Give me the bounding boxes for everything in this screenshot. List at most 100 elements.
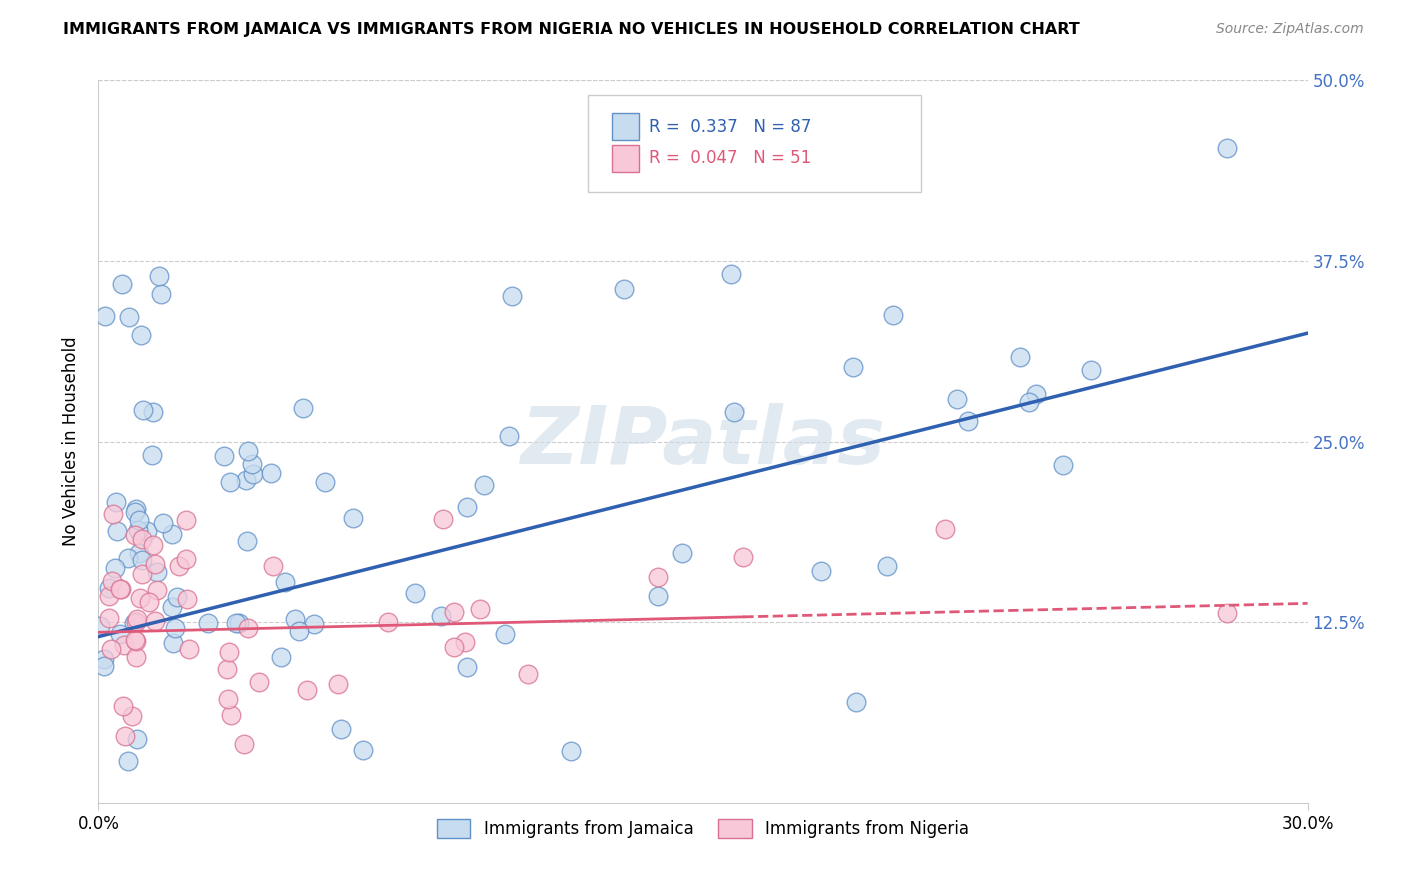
Point (287, 624, 309, 638)
Point (131, 532, 153, 546)
Point (215, 662, 238, 676)
Point (240, 457, 263, 471)
Point (142, 538, 165, 552)
Point (882, 308, 904, 322)
Point (236, 534, 259, 549)
Point (160, 599, 183, 614)
Point (217, 692, 239, 706)
Point (138, 595, 160, 609)
Point (429, 608, 451, 623)
Point (129, 591, 152, 606)
Point (560, 744, 582, 758)
Point (131, 567, 153, 582)
Point (1216, 141, 1239, 155)
Point (121, 708, 143, 723)
Point (443, 640, 465, 654)
Point (89, 619, 111, 633)
Point (352, 743, 374, 757)
Point (262, 558, 284, 573)
Point (432, 512, 454, 526)
Point (176, 591, 198, 606)
Y-axis label: No Vehicles in Household: No Vehicles in Household (62, 336, 80, 547)
Point (377, 615, 399, 629)
Text: R =  0.047   N = 51: R = 0.047 N = 51 (648, 149, 811, 168)
Point (166, 590, 188, 604)
Point (197, 615, 219, 630)
Point (100, 642, 122, 657)
Point (494, 627, 516, 641)
Point (329, 723, 352, 737)
Point (105, 524, 128, 538)
Point (297, 682, 319, 697)
Point (946, 392, 969, 407)
Point (129, 328, 152, 343)
Point (125, 731, 148, 746)
Point (671, 546, 693, 560)
Point (101, 508, 124, 522)
Point (274, 575, 297, 590)
Point (112, 698, 135, 713)
Point (160, 527, 183, 541)
Point (98, 611, 121, 625)
Point (114, 729, 136, 743)
Point (934, 522, 956, 536)
Point (845, 695, 868, 709)
Point (225, 615, 247, 630)
Point (125, 633, 148, 648)
Point (314, 475, 336, 490)
Point (93, 658, 115, 673)
Point (1018, 394, 1040, 409)
Bar (613, 145, 638, 172)
Point (723, 405, 745, 419)
Point (810, 564, 832, 578)
Point (218, 475, 240, 489)
Point (176, 513, 198, 527)
Point (143, 614, 166, 628)
Point (118, 310, 141, 324)
Point (219, 707, 242, 722)
Point (98, 581, 121, 595)
Point (647, 590, 669, 604)
Point (125, 502, 148, 516)
Point (236, 443, 259, 458)
Point (235, 473, 257, 487)
Point (101, 574, 124, 589)
Point (117, 755, 139, 769)
Bar (613, 112, 638, 140)
Point (647, 569, 669, 583)
Point (124, 633, 146, 648)
Point (148, 268, 170, 283)
Point (1052, 458, 1074, 472)
Point (163, 621, 186, 635)
Point (501, 289, 523, 303)
Point (141, 448, 163, 462)
Point (468, 602, 491, 616)
Point (733, 550, 755, 565)
Point (498, 429, 520, 443)
Point (291, 401, 314, 415)
Point (108, 582, 131, 597)
Point (131, 402, 153, 417)
Point (876, 558, 898, 573)
Point (342, 510, 364, 524)
Point (842, 360, 865, 375)
Point (516, 666, 538, 681)
Point (456, 500, 478, 514)
Point (127, 523, 149, 537)
Point (93, 309, 115, 323)
Point (1080, 363, 1102, 377)
Point (284, 612, 307, 626)
Point (232, 738, 254, 752)
Point (135, 524, 157, 538)
Point (143, 558, 166, 572)
Point (453, 634, 475, 648)
Point (404, 586, 426, 600)
Point (150, 287, 173, 301)
Text: ZIPatlas: ZIPatlas (520, 402, 886, 481)
Point (124, 528, 146, 542)
Point (110, 582, 132, 596)
Point (212, 449, 235, 463)
Point (1216, 607, 1239, 621)
FancyBboxPatch shape (588, 95, 921, 193)
Point (122, 615, 145, 630)
